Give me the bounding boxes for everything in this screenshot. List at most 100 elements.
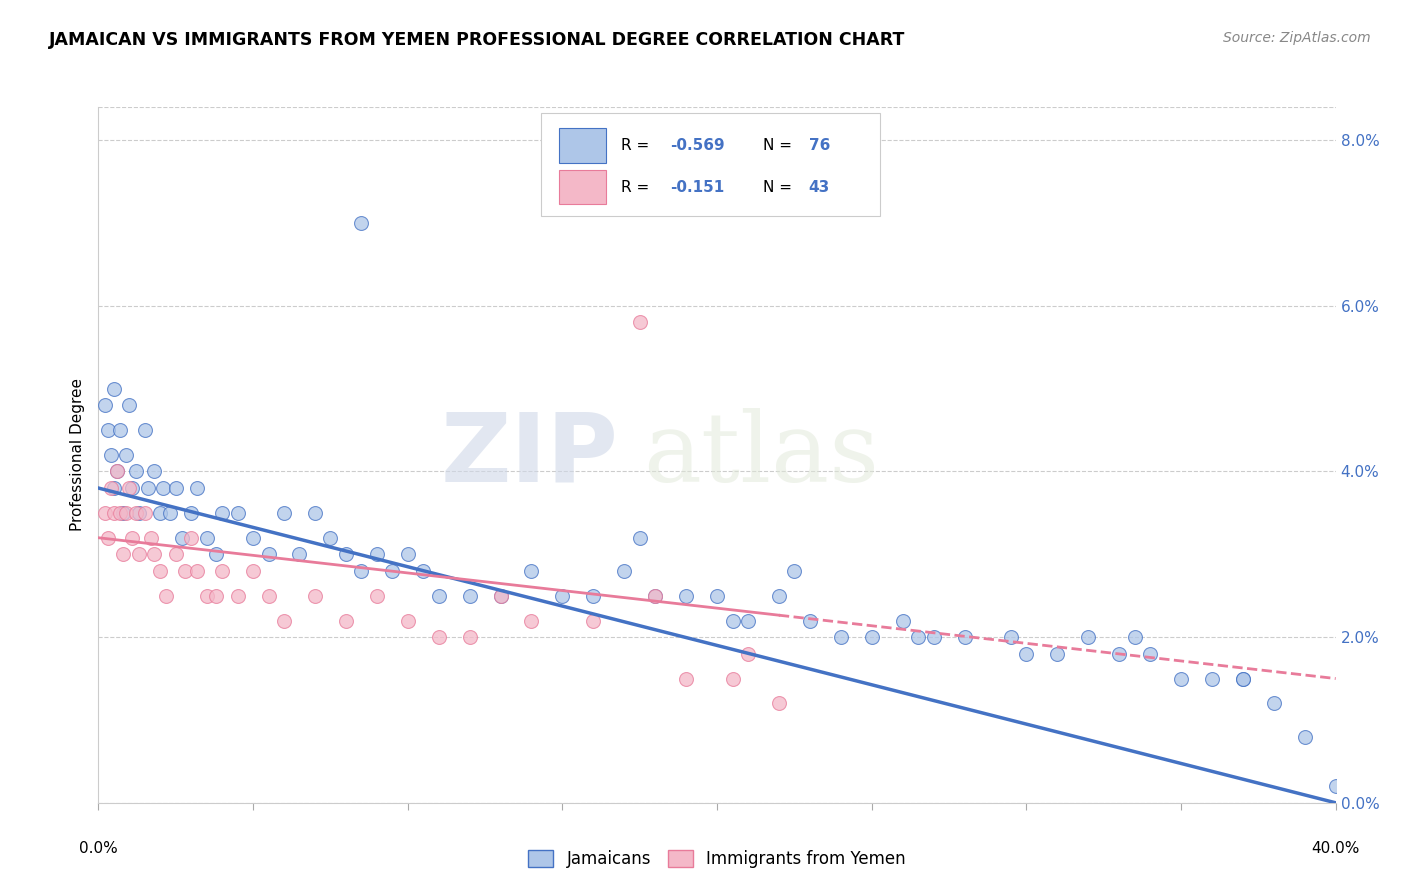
Point [381, 564, 404, 578]
Text: -0.569: -0.569 [671, 137, 724, 153]
Point [737, 647, 759, 661]
Point [118, 481, 141, 495]
Point [396, 547, 419, 561]
Point [520, 614, 543, 628]
Point [180, 531, 202, 545]
Text: Source: ZipAtlas.com: Source: ZipAtlas.com [1223, 31, 1371, 45]
Point [1263, 697, 1285, 711]
Point [799, 614, 821, 628]
Point [124, 465, 146, 479]
Text: N =: N = [763, 179, 797, 194]
Text: R =: R = [620, 179, 658, 194]
Point [582, 589, 605, 603]
Point [427, 589, 450, 603]
Point [100, 448, 122, 462]
Y-axis label: Professional Degree: Professional Degree [70, 378, 86, 532]
Point [165, 547, 187, 561]
Text: ZIP: ZIP [440, 409, 619, 501]
Text: atlas: atlas [643, 408, 879, 502]
Point [350, 216, 373, 230]
Point [108, 506, 131, 520]
Text: 40.0%: 40.0% [1312, 841, 1360, 856]
Point [319, 531, 342, 545]
Point [1123, 630, 1146, 644]
Point [335, 614, 357, 628]
Point [273, 614, 295, 628]
Point [103, 481, 125, 495]
Point [112, 547, 135, 561]
Point [103, 506, 125, 520]
Point [830, 630, 852, 644]
Point [205, 547, 228, 561]
Point [1294, 730, 1316, 744]
Point [136, 481, 159, 495]
Point [628, 531, 651, 545]
Point [195, 531, 218, 545]
Point [124, 506, 146, 520]
Point [105, 465, 128, 479]
Point [112, 506, 135, 520]
Point [97, 531, 120, 545]
Point [211, 506, 233, 520]
Point [226, 506, 249, 520]
Point [211, 564, 233, 578]
Point [257, 547, 280, 561]
Point [170, 531, 193, 545]
Point [1077, 630, 1099, 644]
Point [520, 564, 543, 578]
Point [613, 564, 636, 578]
Text: R =: R = [620, 137, 654, 153]
Text: 0.0%: 0.0% [79, 841, 118, 856]
Point [273, 506, 295, 520]
Point [458, 589, 481, 603]
Point [1201, 672, 1223, 686]
Point [304, 589, 326, 603]
Point [396, 614, 419, 628]
Point [165, 481, 187, 495]
Point [134, 506, 156, 520]
Point [105, 465, 128, 479]
Point [489, 589, 512, 603]
Point [128, 547, 150, 561]
Point [953, 630, 976, 644]
Point [366, 589, 388, 603]
Point [1232, 672, 1254, 686]
Point [180, 506, 202, 520]
Point [675, 589, 697, 603]
Point [155, 589, 177, 603]
Point [226, 589, 249, 603]
Point [768, 697, 790, 711]
Point [1108, 647, 1130, 661]
Point [922, 630, 945, 644]
Point [186, 481, 208, 495]
Point [1046, 647, 1069, 661]
Point [118, 398, 141, 412]
Point [97, 423, 120, 437]
Point [149, 506, 172, 520]
Text: -0.151: -0.151 [671, 179, 724, 194]
Point [257, 589, 280, 603]
Point [458, 630, 481, 644]
Legend: Jamaicans, Immigrants from Yemen: Jamaicans, Immigrants from Yemen [522, 843, 912, 874]
Point [186, 564, 208, 578]
Point [350, 564, 373, 578]
Point [304, 506, 326, 520]
Point [121, 531, 143, 545]
Point [121, 481, 143, 495]
Text: 43: 43 [808, 179, 830, 194]
Point [335, 547, 357, 561]
Point [134, 423, 156, 437]
Point [907, 630, 929, 644]
Point [149, 564, 172, 578]
Point [288, 547, 311, 561]
Point [1139, 647, 1161, 661]
Point [128, 506, 150, 520]
Point [159, 506, 181, 520]
Point [551, 589, 574, 603]
Point [143, 547, 166, 561]
Point [103, 382, 125, 396]
Bar [558, 169, 606, 204]
Point [139, 531, 162, 545]
Point [205, 589, 228, 603]
Point [100, 481, 122, 495]
